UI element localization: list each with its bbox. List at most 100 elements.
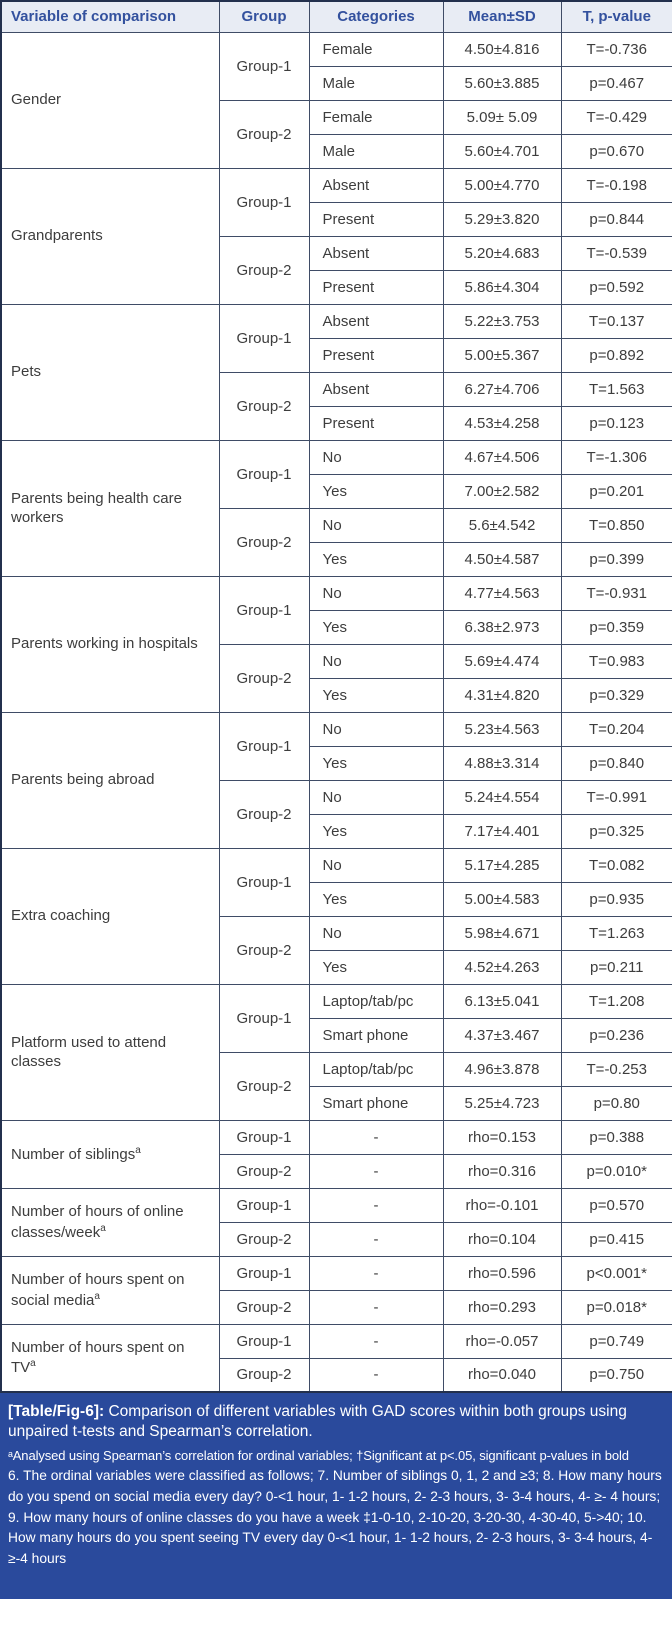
category-cell: Smart phone xyxy=(308,1085,444,1121)
group-cell: Group-1 xyxy=(218,1187,310,1223)
stat-cell: p=0.359 xyxy=(560,609,672,645)
stat-cell: T=1.208 xyxy=(560,983,672,1019)
mean-sd-cell: rho=0.293 xyxy=(442,1289,562,1325)
table-figure-page: Variable of comparison Group Categories … xyxy=(0,0,672,1599)
category-cell: Male xyxy=(308,65,444,101)
mean-sd-cell: 4.31±4.820 xyxy=(442,677,562,713)
table-row: Group-2 No 5.69±4.474 T=0.983 xyxy=(1,643,672,713)
group-cell: Group-2 xyxy=(218,643,310,713)
category-cell: - xyxy=(308,1187,444,1223)
variable-cell: Parents being abroad xyxy=(0,711,220,849)
mean-sd-cell: 5.86±4.304 xyxy=(442,269,562,305)
mean-sd-cell: 5.23±4.563 xyxy=(442,711,562,747)
stat-cell: p=0.840 xyxy=(560,745,672,781)
category-cell: Laptop/tab/pc xyxy=(308,1051,444,1087)
mean-sd-cell: 4.77±4.563 xyxy=(442,575,562,611)
variable-cell: Extra coaching xyxy=(0,847,220,985)
table-caption-block: [Table/Fig-6]: Comparison of different v… xyxy=(0,1393,672,1599)
stat-cell: p=0.892 xyxy=(560,337,672,373)
stat-cell: p=0.750 xyxy=(560,1357,672,1393)
table-row: Present 5.00±5.367 p=0.892 xyxy=(1,337,672,373)
mean-sd-cell: 5.60±3.885 xyxy=(442,65,562,101)
stat-cell: T=1.563 xyxy=(560,371,672,407)
category-cell: Yes xyxy=(308,949,444,985)
table-row: Group-2 No 5.6±4.542 T=0.850 xyxy=(1,507,672,577)
caption-text: Comparison of different variables with G… xyxy=(8,1403,627,1441)
category-cell: Yes xyxy=(308,881,444,917)
variable-cell: Gender xyxy=(0,31,220,169)
table-row: Smart phone 4.37±3.467 p=0.236 xyxy=(1,1017,672,1053)
table-row: Group-2- rho=0.293 p=0.018* xyxy=(1,1289,672,1325)
stat-cell: p=0.201 xyxy=(560,473,672,509)
group-cell: Group-2 xyxy=(218,371,310,441)
category-cell: Yes xyxy=(308,677,444,713)
table-row: Extra coaching Group-1 No 5.17±4.285 T=0.082 xyxy=(0,847,672,985)
stat-cell: p=0.80 xyxy=(560,1085,672,1121)
stat-cell: p=0.325 xyxy=(560,813,672,849)
group-cell: Group-2 xyxy=(218,1289,310,1325)
mean-sd-cell: rho=0.153 xyxy=(442,1119,562,1155)
col-header-t-p-value: T, p-value xyxy=(560,0,672,33)
mean-sd-cell: 4.52±4.263 xyxy=(442,949,562,985)
mean-sd-cell: 5.98±4.671 xyxy=(442,915,562,951)
category-cell: Absent xyxy=(308,303,444,339)
stat-cell: T=-1.306 xyxy=(560,439,672,475)
mean-sd-cell: 4.50±4.587 xyxy=(442,541,562,577)
category-cell: Present xyxy=(308,337,444,373)
category-cell: Yes xyxy=(308,541,444,577)
table-row: Yes 7.17±4.401 p=0.325 xyxy=(1,813,672,849)
category-cell: - xyxy=(308,1119,444,1155)
group-cell: Group-1 xyxy=(218,31,310,101)
category-cell: No xyxy=(308,507,444,543)
table-row: Yes 4.31±4.820 p=0.329 xyxy=(1,677,672,713)
mean-sd-cell: 5.00±4.583 xyxy=(442,881,562,917)
category-cell: Laptop/tab/pc xyxy=(308,983,444,1019)
stat-cell: T=-0.931 xyxy=(560,575,672,611)
category-cell: No xyxy=(308,711,444,747)
table-row: Group-2 Laptop/tab/pc 4.96±3.878 T=-0.253 xyxy=(1,1051,672,1121)
table-row: Group-2 Absent 6.27±4.706 T=1.563 xyxy=(1,371,672,441)
mean-sd-cell: 5.25±4.723 xyxy=(442,1085,562,1121)
mean-sd-cell: rho=-0.101 xyxy=(442,1187,562,1223)
variable-cell: Number of siblingsa xyxy=(0,1119,220,1189)
group-cell: Group-1 xyxy=(218,983,310,1053)
category-cell: No xyxy=(308,847,444,883)
table-row: Smart phone 5.25±4.723 p=0.80 xyxy=(1,1085,672,1121)
mean-sd-cell: 5.09± 5.09 xyxy=(442,99,562,135)
stat-cell: T=-0.991 xyxy=(560,779,672,815)
mean-sd-cell: 6.27±4.706 xyxy=(442,371,562,407)
category-cell: Present xyxy=(308,405,444,441)
category-cell: Yes xyxy=(308,473,444,509)
mean-sd-cell: rho=0.316 xyxy=(442,1153,562,1189)
category-cell: - xyxy=(308,1289,444,1325)
mean-sd-cell: 5.24±4.554 xyxy=(442,779,562,815)
category-cell: - xyxy=(308,1153,444,1189)
category-cell: Absent xyxy=(308,235,444,271)
variable-cell: Parents working in hospitals xyxy=(0,575,220,713)
group-cell: Group-2 xyxy=(218,1051,310,1121)
stat-cell: p=0.670 xyxy=(560,133,672,169)
table-row: Number of siblingsa Group-1- rho=0.153 p=0.… xyxy=(0,1119,672,1189)
group-cell: Group-1 xyxy=(218,847,310,917)
category-cell: - xyxy=(308,1221,444,1257)
mean-sd-cell: 7.17±4.401 xyxy=(442,813,562,849)
variable-cell: Number of hours of online classes/weeka xyxy=(0,1187,220,1257)
mean-sd-cell: rho=0.040 xyxy=(442,1357,562,1393)
table-row: Parents being health care workers Group-1… xyxy=(0,439,672,577)
variable-cell: Number of hours spent on TVa xyxy=(0,1323,220,1393)
variable-cell: Number of hours spent on social mediaa xyxy=(0,1255,220,1325)
mean-sd-cell: 5.29±3.820 xyxy=(442,201,562,237)
table-row: Male 5.60±3.885 p=0.467 xyxy=(1,65,672,101)
stat-cell: p<0.001* xyxy=(560,1255,672,1291)
footnote-ordinal-coding: 6. The ordinal variables were classified… xyxy=(8,1468,662,1567)
table-header: Variable of comparison Group Categories … xyxy=(0,0,672,33)
stat-cell: p=0.211 xyxy=(560,949,672,985)
mean-sd-cell: 4.37±3.467 xyxy=(442,1017,562,1053)
table-row: Male 5.60±4.701 p=0.670 xyxy=(1,133,672,169)
stat-cell: p=0.388 xyxy=(560,1119,672,1155)
category-cell: Absent xyxy=(308,167,444,203)
category-cell: Female xyxy=(308,99,444,135)
stat-cell: p=0.010* xyxy=(560,1153,672,1189)
variable-cell: Grandparents xyxy=(0,167,220,305)
group-cell: Group-1 xyxy=(218,439,310,509)
